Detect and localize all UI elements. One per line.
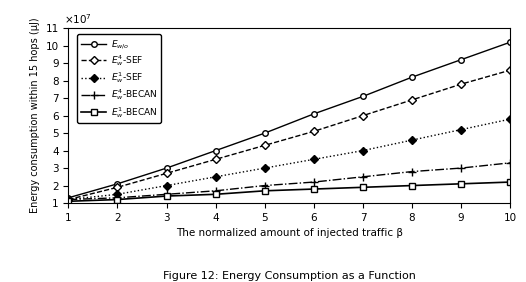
$E_w^1$-BECAN: [65, 200, 72, 203]
$E_w^4$-BECAN: [409, 170, 415, 173]
$E_{w/o}$: [409, 76, 415, 79]
$E_w^4$-BECAN: [360, 175, 366, 179]
$E_w^4$-SEF: [360, 114, 366, 117]
$E_w^1$-SEF: [360, 149, 366, 152]
$E_w^1$-BECAN: [213, 193, 219, 196]
$E_w^1$-SEF: [507, 117, 513, 121]
$E_w^1$-BECAN: [458, 182, 464, 186]
Line: $E_{w/o}$: $E_{w/o}$: [66, 39, 513, 201]
$E_w^1$-BECAN: [114, 198, 120, 201]
Line: $E_w^4$-SEF: $E_w^4$-SEF: [66, 67, 513, 202]
$E_w^4$-SEF: [261, 144, 268, 147]
$E_w^4$-BECAN: [261, 184, 268, 187]
$E_{w/o}$: [507, 41, 513, 44]
$E_w^4$-SEF: [409, 98, 415, 102]
$E_w^1$-SEF: [164, 184, 170, 187]
$E_w^1$-SEF: [213, 175, 219, 179]
Line: $E_w^4$-BECAN: $E_w^4$-BECAN: [64, 159, 514, 204]
$E_w^4$-SEF: [507, 69, 513, 72]
$E_{w/o}$: [311, 112, 317, 116]
$E_{w/o}$: [114, 182, 120, 186]
Line: $E_w^1$-BECAN: $E_w^1$-BECAN: [66, 179, 513, 204]
$E_w^4$-SEF: [458, 82, 464, 86]
$E_{w/o}$: [360, 95, 366, 98]
X-axis label: The normalized amount of injected traffic β: The normalized amount of injected traffi…: [176, 228, 403, 238]
$E_w^4$-BECAN: [507, 161, 513, 164]
$E_w^1$-BECAN: [311, 187, 317, 191]
$E_{w/o}$: [65, 196, 72, 199]
$E_w^1$-SEF: [409, 138, 415, 142]
$E_{w/o}$: [213, 149, 219, 152]
Line: $E_w^1$-SEF: $E_w^1$-SEF: [66, 116, 513, 202]
$E_w^1$-BECAN: [507, 180, 513, 184]
$E_w^4$-SEF: [164, 172, 170, 175]
$E_w^4$-SEF: [311, 130, 317, 133]
$E_w^1$-SEF: [114, 193, 120, 196]
$E_w^4$-BECAN: [65, 198, 72, 201]
Y-axis label: Energy consumption within 15 hops (μJ): Energy consumption within 15 hops (μJ): [30, 18, 40, 213]
$E_w^1$-BECAN: [409, 184, 415, 187]
$E_w^1$-BECAN: [360, 186, 366, 189]
$E_w^1$-SEF: [65, 198, 72, 201]
$E_w^1$-SEF: [311, 158, 317, 161]
$E_{w/o}$: [458, 58, 464, 61]
$E_w^4$-BECAN: [114, 196, 120, 199]
$E_w^1$-SEF: [458, 128, 464, 131]
$E_w^4$-BECAN: [213, 189, 219, 193]
$E_w^4$-SEF: [65, 198, 72, 201]
$E_w^1$-BECAN: [261, 189, 268, 193]
Text: Figure 12: Energy Consumption as a Function: Figure 12: Energy Consumption as a Funct…: [163, 271, 416, 281]
$E_w^4$-SEF: [114, 186, 120, 189]
$E_w^4$-BECAN: [311, 180, 317, 184]
$E_{w/o}$: [164, 166, 170, 170]
Legend: $E_{w/o}$, $E_w^4$-SEF, $E_w^1$-SEF, $E_w^4$-BECAN, $E_w^1$-BECAN: $E_{w/o}$, $E_w^4$-SEF, $E_w^1$-SEF, $E_…: [77, 34, 161, 123]
$E_w^1$-BECAN: [164, 194, 170, 198]
Text: $\times 10^7$: $\times 10^7$: [64, 13, 92, 27]
$E_w^4$-BECAN: [458, 166, 464, 170]
$E_w^4$-BECAN: [164, 193, 170, 196]
$E_w^4$-SEF: [213, 158, 219, 161]
$E_w^1$-SEF: [261, 166, 268, 170]
$E_{w/o}$: [261, 131, 268, 135]
